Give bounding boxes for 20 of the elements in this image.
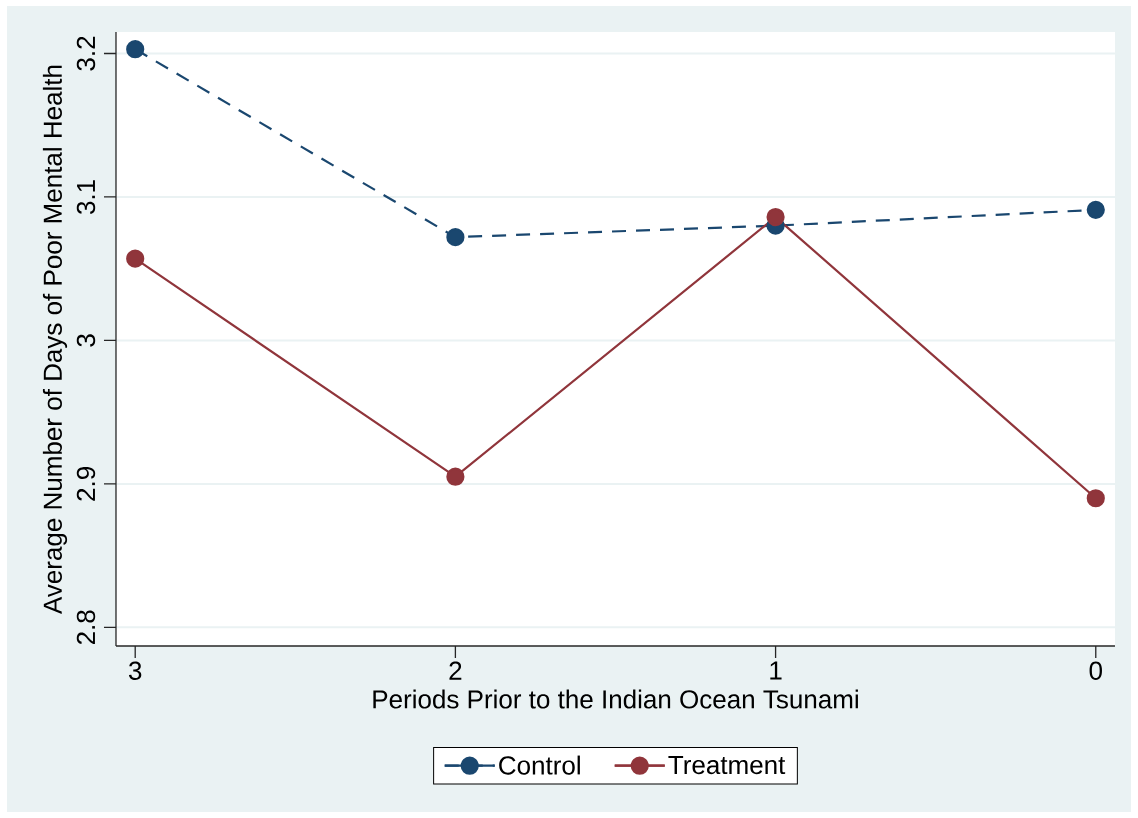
y-tick-label: 3	[76, 334, 96, 347]
legend-label: Treatment	[668, 756, 786, 775]
point	[126, 249, 145, 268]
y-tick-label: 2.8	[76, 610, 96, 645]
x-tick-label: 3	[128, 661, 142, 680]
x-axis-title: Periods Prior to the Indian Ocean Tsunami	[373, 689, 858, 709]
point	[446, 228, 465, 247]
y-tick-label: 3.2	[76, 36, 96, 71]
y-tick-label: 3.1	[76, 180, 96, 215]
x-tick-label: 2	[449, 661, 462, 680]
legend-label: Control	[499, 755, 580, 775]
point	[126, 40, 145, 59]
y-axis-title: Average Number of Days of Poor Mental Health	[42, 65, 68, 614]
y-tick-label: 2.9	[76, 467, 96, 501]
point	[446, 467, 465, 486]
point	[1086, 200, 1105, 219]
point	[1086, 489, 1105, 508]
x-tick-label: 1	[770, 661, 782, 680]
x-tick-label: 0	[1089, 661, 1102, 680]
point	[766, 207, 785, 227]
